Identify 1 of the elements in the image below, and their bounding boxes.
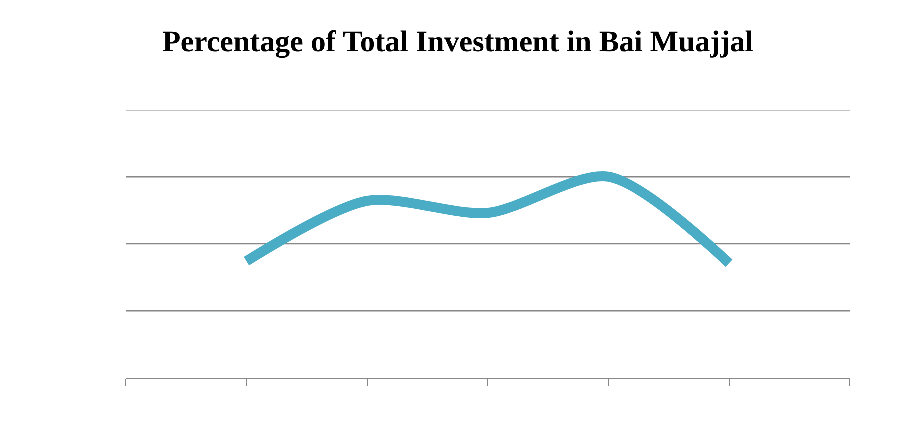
- chart-title: Percentage of Total Investment in Bai Muajjal: [162, 26, 754, 59]
